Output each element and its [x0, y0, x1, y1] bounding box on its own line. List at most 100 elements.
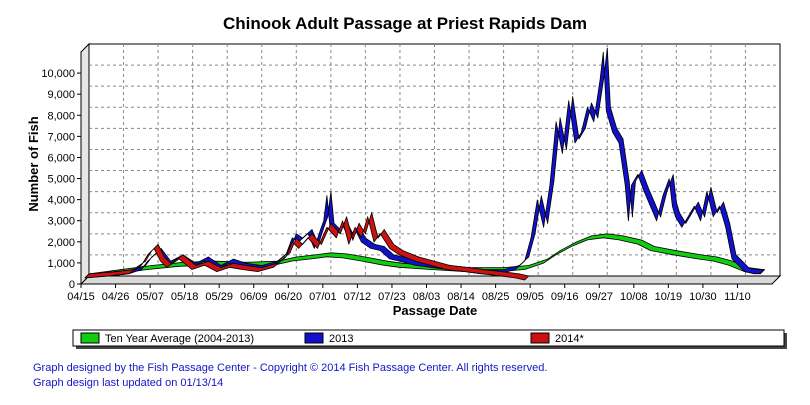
data-point — [559, 117, 561, 119]
legend-label-1: Ten Year Average (2004-2013) — [105, 333, 254, 345]
data-point — [220, 267, 222, 269]
data-point — [245, 264, 247, 267]
data-point — [584, 127, 586, 129]
data-point — [653, 245, 656, 248]
data-point — [352, 239, 354, 241]
x-tick-label: 09/27 — [585, 291, 613, 303]
data-point — [691, 212, 693, 214]
data-point — [672, 174, 674, 176]
series-layer — [84, 47, 765, 281]
data-point — [609, 106, 612, 108]
data-point — [327, 216, 329, 218]
data-point — [144, 260, 147, 262]
data-point — [503, 267, 505, 269]
data-point — [151, 250, 153, 252]
data-point — [195, 262, 197, 264]
data-point — [245, 262, 247, 264]
data-point — [302, 237, 304, 239]
data-point — [393, 243, 395, 245]
data-point — [333, 222, 335, 224]
y-tick-label: 3,000 — [47, 216, 75, 228]
plot-floor — [79, 275, 782, 285]
data-point — [207, 260, 209, 262]
data-point — [616, 127, 618, 129]
data-point — [88, 273, 90, 275]
data-point — [261, 264, 263, 267]
data-point — [449, 264, 451, 267]
data-point — [170, 260, 172, 262]
legend-swatch-3 — [530, 332, 550, 344]
data-point — [540, 195, 542, 197]
data-point — [276, 262, 279, 264]
x-tick-label: 05/18 — [171, 291, 199, 303]
data-point — [132, 269, 134, 271]
y-tick-label: 2,000 — [47, 237, 75, 249]
data-point — [358, 222, 360, 224]
data-point — [741, 260, 743, 262]
data-point — [606, 47, 608, 49]
data-point — [590, 235, 593, 237]
data-point — [330, 191, 332, 193]
data-point — [503, 271, 505, 273]
data-point — [207, 256, 209, 258]
data-point — [710, 186, 712, 188]
data-point — [418, 256, 420, 258]
x-tick-label: 09/05 — [516, 291, 544, 303]
data-point — [748, 267, 750, 269]
data-point — [402, 250, 404, 252]
data-point — [276, 260, 279, 262]
axis-layer: 0 1,000 2,000 3,000 4,000 5,000 6,000 7,000 8,00… — [41, 68, 750, 303]
data-point — [320, 243, 322, 245]
data-point — [374, 243, 376, 245]
data-point — [386, 260, 388, 262]
data-point — [732, 260, 734, 262]
credit-line: Graph designed by the Fish Passage Cente… — [33, 362, 548, 374]
data-point — [261, 267, 263, 269]
data-point — [622, 138, 624, 140]
data-point — [311, 233, 313, 235]
data-point — [675, 250, 678, 252]
y-tick-label: 8,000 — [47, 110, 75, 122]
x-tick-label: 04/26 — [102, 291, 130, 303]
data-point — [528, 275, 530, 277]
plot-frame — [79, 42, 782, 286]
data-point — [220, 264, 222, 267]
y-tick-label: 10,000 — [41, 68, 75, 80]
data-point — [393, 254, 395, 256]
x-tick-label: 11/10 — [724, 291, 751, 303]
data-point — [578, 138, 580, 140]
data-point — [170, 262, 172, 264]
data-point — [346, 216, 348, 218]
data-point — [722, 201, 725, 203]
y-tick-label: 1,000 — [47, 258, 75, 270]
x-tick-label: 10/08 — [620, 291, 648, 303]
plot-side-wall — [80, 42, 90, 286]
data-point — [113, 271, 115, 273]
y-tick-label: 9,000 — [47, 89, 75, 101]
data-point — [660, 216, 662, 218]
data-point — [383, 229, 385, 231]
data-point — [163, 256, 165, 258]
data-point — [151, 264, 153, 267]
x-tick-label: 05/07 — [136, 291, 164, 303]
data-point — [653, 201, 656, 203]
data-point — [433, 260, 436, 262]
data-point — [628, 180, 630, 182]
data-point — [528, 264, 530, 267]
y-tick-label: 5,000 — [47, 174, 75, 186]
data-point — [160, 248, 162, 250]
series-band-3 — [84, 212, 530, 281]
data-point — [314, 254, 316, 256]
data-point — [339, 233, 341, 235]
chart-title: Chinook Adult Passage at Priest Rapids D… — [222, 14, 587, 33]
x-tick-label: 04/15 — [67, 291, 95, 303]
data-point — [402, 262, 404, 264]
legend-box — [72, 329, 785, 347]
data-point — [757, 269, 759, 271]
data-point — [182, 254, 184, 256]
data-point — [377, 237, 379, 239]
data-point — [704, 216, 706, 218]
data-point — [735, 254, 737, 256]
data-point — [666, 191, 668, 193]
